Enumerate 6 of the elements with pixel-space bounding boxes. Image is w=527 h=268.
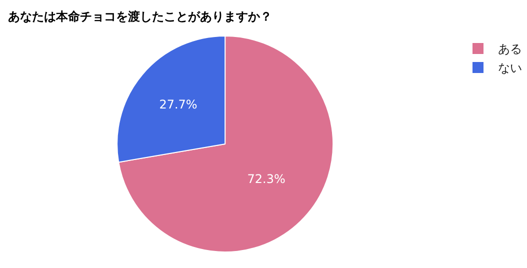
data-label: 27.7% <box>159 98 198 112</box>
pie-slice <box>118 35 334 252</box>
legend-label: ある <box>498 42 522 56</box>
data-label: 72.3% <box>247 172 286 186</box>
chart-title: あなたは本命チョコを渡したことがありますか？ <box>8 9 272 24</box>
legend-label: ない <box>498 61 522 76</box>
